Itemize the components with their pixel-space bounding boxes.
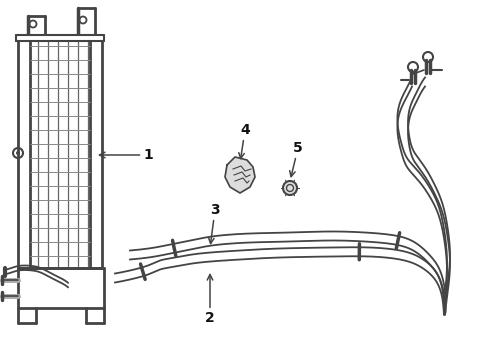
Polygon shape <box>225 157 255 193</box>
Circle shape <box>13 148 23 158</box>
Text: 2: 2 <box>205 274 215 325</box>
Circle shape <box>16 151 20 155</box>
Circle shape <box>283 181 297 195</box>
Text: 1: 1 <box>99 148 153 162</box>
Circle shape <box>408 62 418 72</box>
Text: 4: 4 <box>239 123 250 158</box>
Circle shape <box>423 52 433 62</box>
Text: 5: 5 <box>290 141 303 177</box>
Text: 3: 3 <box>209 203 220 244</box>
